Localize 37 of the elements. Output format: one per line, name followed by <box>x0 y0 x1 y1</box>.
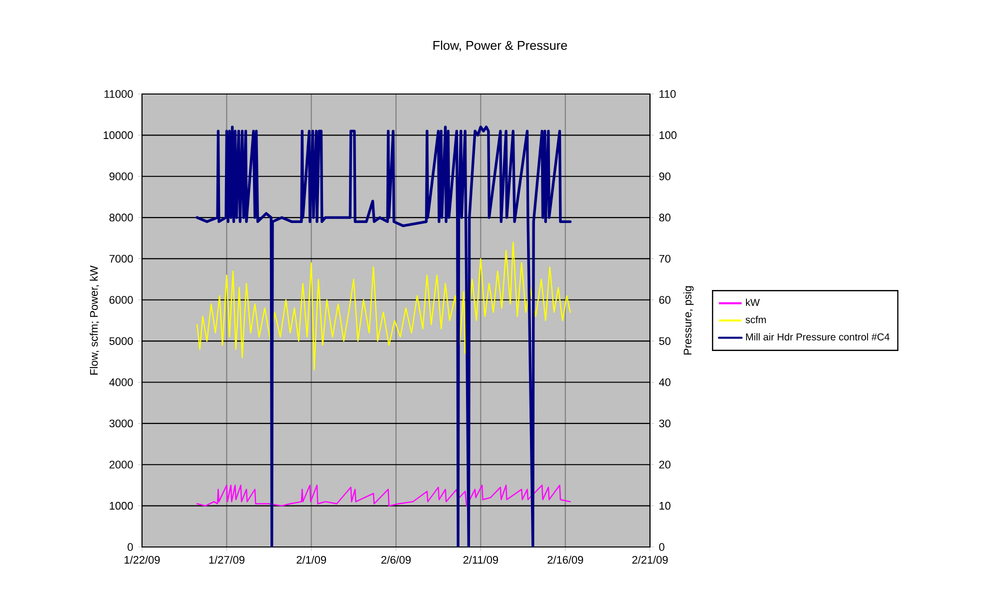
y-tick-label: 3000 <box>109 420 133 428</box>
y2-tick-label: 90 <box>659 172 670 180</box>
x-tick-label: 1/27/09 <box>209 556 244 564</box>
y-tick-label: 8000 <box>109 214 133 222</box>
y2-tick-label: 60 <box>659 296 670 304</box>
legend-label: Mill air Hdr Pressure control #C4 <box>746 333 890 340</box>
x-tick-label: 2/1/09 <box>296 556 326 564</box>
x-tick-label: 2/21/09 <box>632 556 668 564</box>
y-tick-label: 9000 <box>110 172 133 180</box>
y-tick-label: 7000 <box>110 254 133 263</box>
x-tick-label: 2/11/09 <box>463 556 498 564</box>
y2-tick-label: 40 <box>658 378 670 386</box>
x-tick-label: 1/22/09 <box>124 556 160 564</box>
x-tick-label: 2/6/09 <box>381 556 411 564</box>
y-tick-label: 2000 <box>110 460 133 468</box>
chart-title: Flow, Power & Pressure <box>433 40 568 52</box>
y2-tick-label: 0 <box>659 543 664 551</box>
y-tick-label: 6000 <box>110 296 133 304</box>
y2-tick-label: 70 <box>659 254 670 263</box>
y2-tick-label: 50 <box>659 337 670 345</box>
y2-tick-label: 10 <box>660 502 670 510</box>
y2-tick-label: 100 <box>660 131 677 140</box>
y-tick-label: 4000 <box>109 378 133 386</box>
y-axis-title: Flow, scfm; Power, kW <box>90 266 100 375</box>
y2-tick-label: 30 <box>659 420 670 428</box>
legend-label: kW <box>746 298 760 306</box>
y-tick-label: 10000 <box>104 131 133 140</box>
y2-axis-title: Pressure, psig <box>683 286 694 355</box>
y-tick-label: 11000 <box>104 90 133 98</box>
y2-tick-label: 80 <box>659 214 670 222</box>
legend-label: scfm <box>746 316 766 324</box>
x-tick-label: 2/16/09 <box>548 556 584 564</box>
y-tick-label: 0 <box>128 543 133 551</box>
y-tick-label: 5000 <box>109 337 133 345</box>
y-tick-label: 1000 <box>110 502 133 510</box>
y2-tick-label: 20 <box>659 460 670 468</box>
y2-tick-label: 110 <box>660 90 676 98</box>
